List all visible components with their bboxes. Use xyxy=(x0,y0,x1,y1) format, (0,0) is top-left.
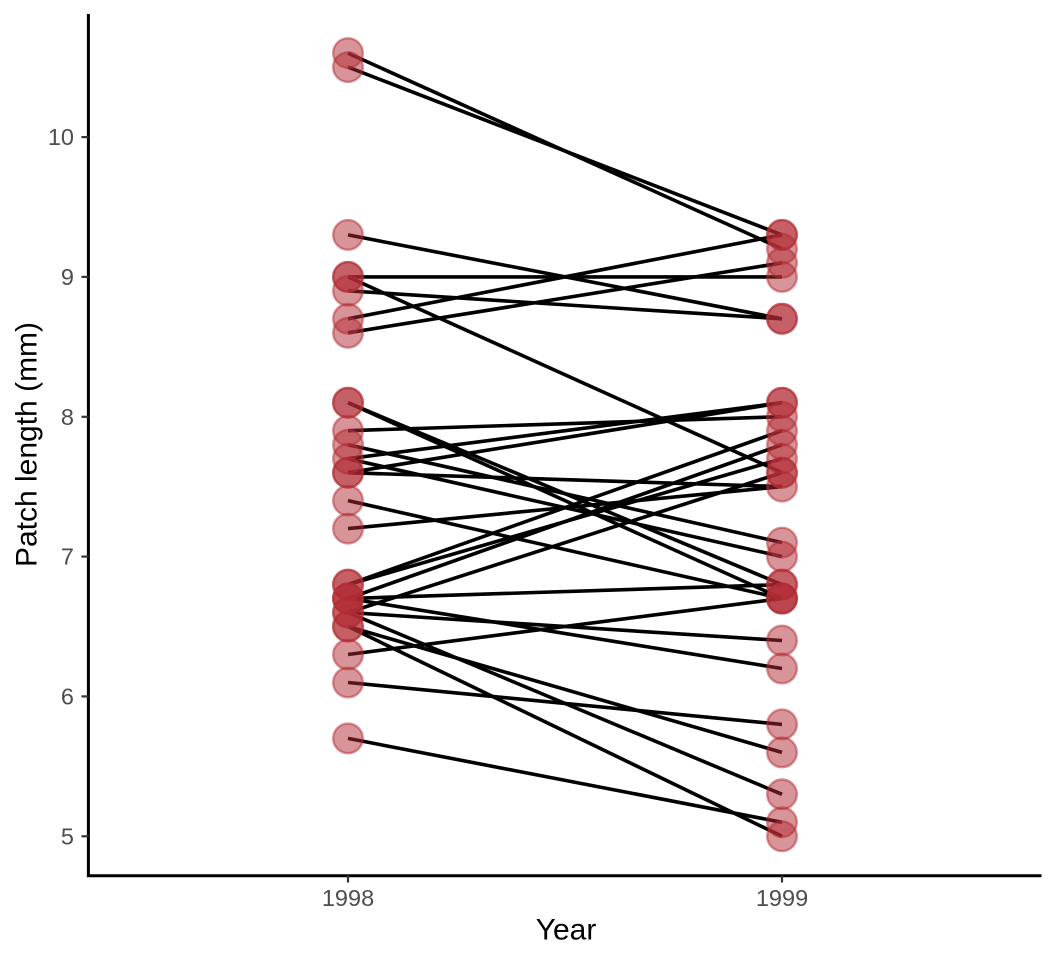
svg-text:5: 5 xyxy=(61,823,74,849)
svg-text:Year: Year xyxy=(536,914,597,947)
svg-text:6: 6 xyxy=(61,683,74,709)
svg-text:7: 7 xyxy=(61,544,74,570)
svg-text:1999: 1999 xyxy=(756,885,808,911)
svg-text:9: 9 xyxy=(61,264,74,290)
svg-text:Patch length (mm): Patch length (mm) xyxy=(11,322,44,567)
svg-text:10: 10 xyxy=(48,124,74,150)
svg-text:8: 8 xyxy=(61,404,74,430)
svg-text:1998: 1998 xyxy=(322,885,374,911)
